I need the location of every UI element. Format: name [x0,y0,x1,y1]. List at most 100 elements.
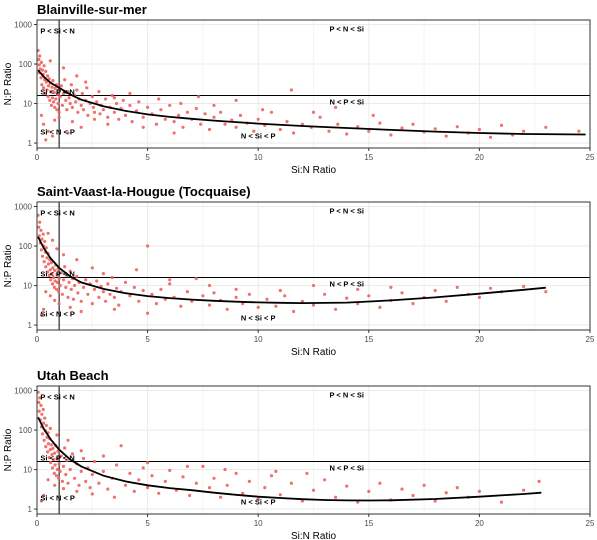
data-point [101,454,105,458]
data-point [39,228,43,232]
data-point [203,112,207,116]
panel-utah-beach: Utah Beach P < Si < N Si < P < N Si < N < P… [3,368,595,540]
data-point [71,297,76,301]
data-point [60,479,64,483]
data-point [455,125,459,129]
data-point [43,416,47,420]
data-point [112,495,116,499]
data-point [223,122,227,126]
data-point [261,108,265,112]
data-point [101,469,105,473]
data-point [73,476,77,480]
region-label: P < Si < N [40,392,74,401]
data-point [444,299,448,303]
data-point [137,100,141,104]
data-point [84,479,88,483]
x-tick-label: 10 [254,519,263,528]
data-point [283,294,287,298]
data-point [117,117,121,121]
data-point [53,268,57,273]
data-point [47,456,51,460]
x-tick-label: 15 [364,153,373,162]
data-point [252,129,256,133]
region-label: N < Si < P [241,314,276,323]
data-point [48,448,52,452]
data-point [48,268,52,272]
data-point [104,299,108,303]
region-label: N < P < Si [329,97,363,106]
region-label: Si < N < P [40,493,75,502]
data-point [53,483,57,487]
data-point [77,483,81,487]
data-point [146,311,150,315]
data-point [44,246,48,250]
data-point [50,282,55,286]
data-point [39,113,44,117]
y-tick-label: 1 [28,505,33,514]
data-point [112,307,116,311]
data-point [544,125,548,129]
data-point [234,287,238,291]
data-point [400,291,404,295]
data-point [66,131,70,135]
data-point [70,452,74,456]
data-point [81,285,86,289]
data-point [57,476,61,480]
region-label: P < N < Si [329,206,363,215]
data-point [115,101,119,106]
data-point [92,287,97,291]
data-point [37,225,41,229]
data-point [499,500,504,504]
data-point [455,486,459,490]
data-point [265,297,269,301]
data-point [42,122,46,126]
data-point [300,122,304,126]
data-point [37,409,41,413]
region-label: N < Si < P [241,132,276,141]
data-point [181,125,185,129]
data-point [79,469,83,473]
data-point [88,486,92,490]
data-point [52,275,56,280]
data-point [123,280,128,284]
x-tick-label: 25 [586,519,595,528]
data-point [263,486,267,490]
data-point [85,86,89,90]
data-point [146,486,150,490]
data-point [128,91,132,96]
data-point [134,268,139,272]
data-point [43,239,47,244]
data-point [422,483,426,487]
data-point [256,497,260,501]
data-point [110,275,114,280]
data-point [123,113,128,117]
data-point [150,292,154,296]
data-point [75,274,79,278]
y-axis-label: N:P Ratio [3,62,14,105]
data-point [400,487,404,491]
data-point [49,261,54,265]
data-point [97,295,101,299]
data-point [97,481,101,485]
data-point [64,98,68,102]
x-tick-label: 0 [35,153,40,162]
data-point [110,93,114,98]
region-label: Si < N < P [40,309,75,318]
data-point [50,96,55,100]
data-point [101,290,105,294]
x-tick-label: 0 [35,519,40,528]
trend-line [37,69,586,136]
data-point [46,450,50,454]
data-point [212,115,216,119]
data-point [247,292,251,296]
data-point [336,122,340,126]
data-point [49,443,54,447]
plot-border [36,385,591,515]
data-point [46,270,50,274]
data-point [92,459,97,464]
data-point [154,302,158,306]
data-point [247,479,251,483]
data-point [157,97,161,101]
data-point [345,296,349,300]
x-tick-label: 25 [586,335,595,344]
